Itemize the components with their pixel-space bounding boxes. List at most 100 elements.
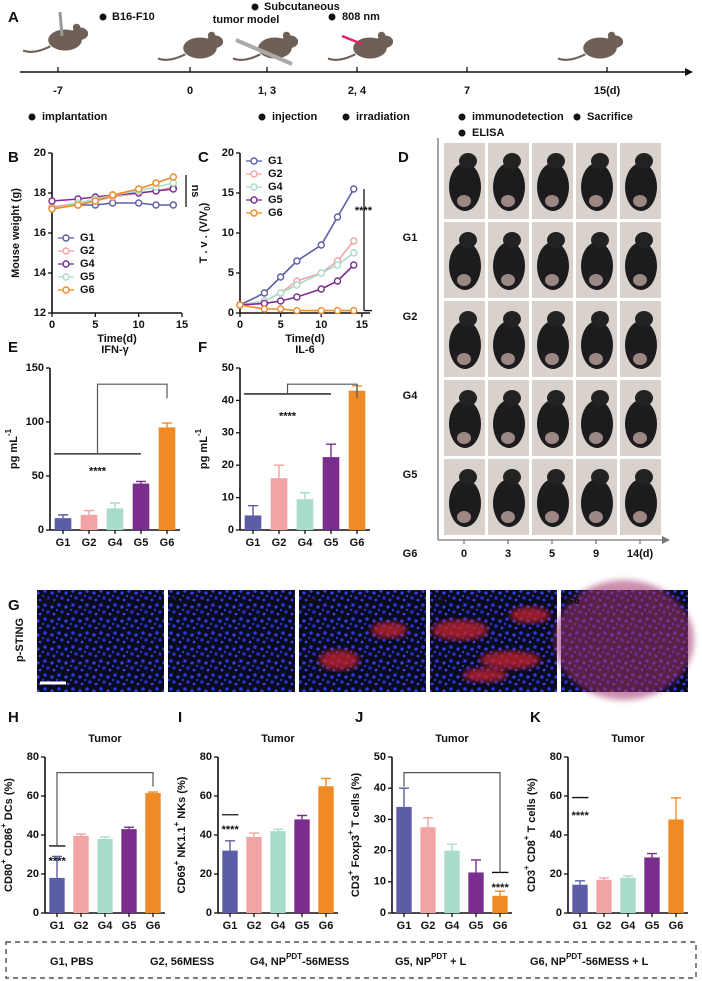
error-bar — [110, 502, 120, 509]
error-bar — [84, 509, 94, 515]
point — [293, 257, 301, 265]
bar — [246, 836, 262, 913]
bullet — [258, 113, 266, 121]
point — [152, 201, 160, 209]
bar — [121, 829, 137, 913]
timeline-tick-label: 0 — [187, 85, 193, 97]
p-sting-signal — [554, 580, 694, 700]
x-tick-label: G4 — [445, 920, 461, 932]
y-tick-label: 80 — [550, 751, 562, 763]
y-tick-label: 10 — [222, 492, 234, 504]
model-label: Subcutaneous — [264, 1, 340, 13]
y-tick-label: 5 — [228, 267, 234, 279]
y-axis-label-part: + — [0, 823, 8, 828]
panel-label: G — [8, 597, 20, 614]
photo-tumor-site — [501, 353, 515, 365]
bar — [244, 515, 262, 530]
photo-arrow — [662, 536, 670, 544]
timeline-tick-label: 2, 4 — [348, 85, 367, 97]
point — [108, 199, 117, 207]
y-axis-label-part: CD80 — [3, 864, 15, 892]
error-bar — [321, 777, 331, 787]
y-tick-label: 0 — [228, 307, 234, 319]
y-tick-label: 20 — [550, 868, 562, 880]
point — [236, 301, 244, 309]
x-tick-label: G4 — [108, 537, 124, 549]
point — [169, 173, 178, 181]
y-axis-label-part: CD3 — [350, 875, 362, 897]
photo-tumor-site — [589, 353, 603, 365]
photo-mouse-head — [547, 469, 565, 485]
annotation: ns — [189, 185, 201, 198]
y-tick-label: 20 — [222, 459, 234, 471]
p-sting-signal — [432, 620, 488, 640]
y-axis-label-part: CD69 — [176, 865, 188, 893]
bar — [294, 819, 310, 913]
point — [152, 179, 160, 187]
legend-item-part: + L — [447, 956, 467, 968]
mouse-ear — [207, 31, 216, 40]
photo-mouse — [449, 400, 481, 448]
y-tick-label: 20 — [200, 868, 212, 880]
y-tick-label: 10 — [374, 876, 386, 888]
photo-mouse — [625, 163, 657, 211]
photo-tumor-site — [545, 195, 559, 207]
photo-mouse — [581, 163, 613, 211]
syringe — [58, 11, 64, 37]
x-tick-label: 15 — [176, 319, 188, 331]
y-axis-label-part: pg mL — [8, 436, 20, 469]
photo-mouse — [625, 479, 657, 527]
p-sting-signal — [319, 650, 359, 670]
annotation: **** — [355, 205, 373, 217]
legend-item-part: G4, NP — [250, 956, 286, 968]
bar — [54, 518, 72, 530]
y-tick-label: 150 — [26, 362, 44, 374]
legend-marker — [62, 273, 70, 281]
error-bar — [162, 422, 172, 428]
error-bar — [423, 817, 433, 828]
legend-item: G4, NPPDT-56MESS — [250, 952, 349, 968]
legend-label: G5 — [80, 271, 95, 283]
bullet — [99, 13, 107, 21]
photo-mouse — [625, 400, 657, 448]
legend-item-part: PDT — [431, 952, 447, 961]
photo-mouse-head — [547, 153, 565, 169]
y-tick-label: 80 — [200, 751, 212, 763]
photo-mouse-head — [635, 311, 653, 327]
point — [169, 185, 178, 193]
row-label: G2 — [403, 311, 418, 323]
mouse-ear — [377, 31, 386, 40]
x-tick-label: G1 — [397, 920, 412, 932]
photo-mouse — [449, 163, 481, 211]
annotation: **** — [49, 855, 67, 867]
error-bar — [225, 840, 235, 851]
mouse-icon — [327, 31, 394, 61]
photo-tumor-site — [633, 353, 647, 365]
panel-label: H — [8, 709, 19, 726]
photo-tumor-site — [545, 511, 559, 523]
y-axis-label-part: ) — [198, 202, 210, 206]
bar — [572, 884, 588, 913]
photo-tumor-site — [457, 274, 471, 286]
legend-label: G6 — [80, 284, 95, 296]
x-tick-label: G2 — [247, 920, 262, 932]
group-label: G4 — [303, 595, 319, 607]
x-tick-label: G2 — [597, 920, 612, 932]
point — [74, 201, 82, 209]
photo-mouse-head — [547, 311, 565, 327]
column-label: 5 — [549, 548, 555, 560]
bar — [270, 831, 286, 913]
error-bar — [471, 859, 481, 873]
event-label: ELISA — [472, 127, 504, 139]
y-tick-label: 50 — [374, 751, 386, 763]
x-tick-label: G2 — [421, 920, 436, 932]
photo-tumor-site — [457, 353, 471, 365]
mouse-tail — [557, 53, 586, 61]
bullet — [251, 3, 259, 11]
bar — [620, 877, 636, 913]
photo-mouse-head — [459, 390, 477, 406]
point — [260, 289, 269, 297]
photo-mouse — [493, 242, 525, 290]
photo-mouse — [581, 242, 613, 290]
x-tick-label: 0 — [237, 319, 243, 331]
